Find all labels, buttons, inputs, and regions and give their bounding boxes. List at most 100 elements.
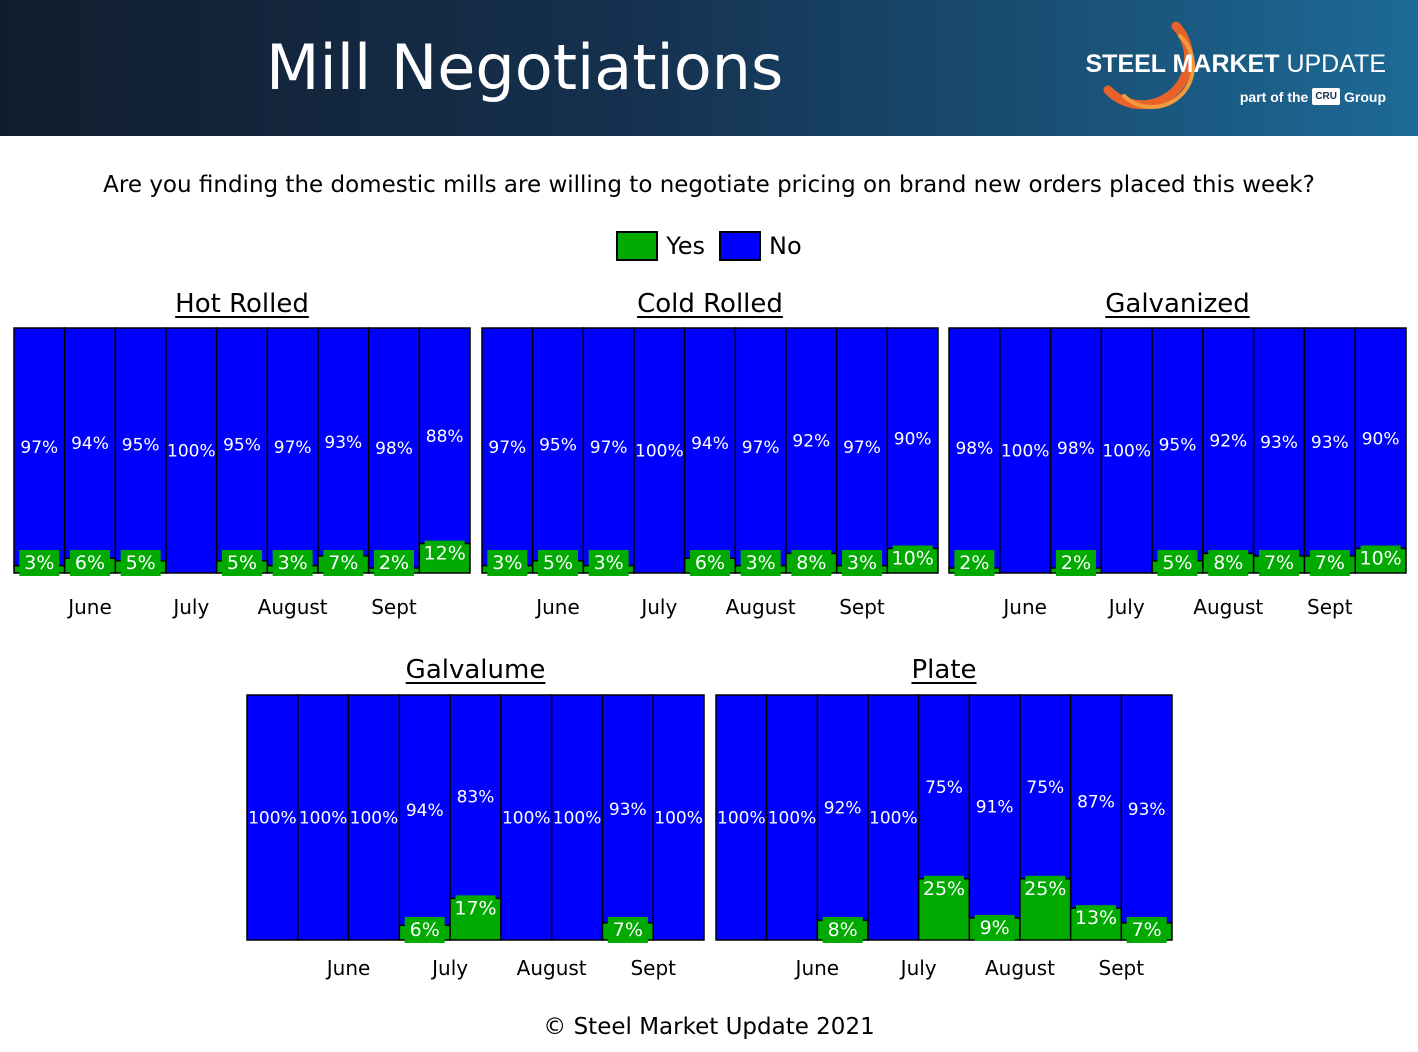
bar-no-segment [917, 694, 971, 880]
data-label-yes-box [740, 550, 781, 576]
data-label-no: 92% [1209, 432, 1247, 452]
chart-title: Plate [911, 655, 976, 685]
data-label-no: 93% [1311, 433, 1349, 453]
month-label: August [726, 595, 796, 619]
data-label-no: 100% [350, 809, 399, 829]
data-label-yes: 9% [980, 917, 1010, 939]
data-label-no: 100% [717, 809, 766, 829]
month-label: July [899, 956, 937, 980]
bar-no-segment [999, 327, 1052, 574]
data-label-no: 88% [426, 427, 464, 447]
data-label-yes: 2% [1061, 552, 1091, 574]
month-label: August [1193, 595, 1263, 619]
bar-no-segment [867, 694, 920, 941]
logo-name-rest: UPDATE [1279, 50, 1386, 78]
bar-no-segment [347, 694, 401, 941]
bar-no-segment [601, 694, 654, 924]
month-label: June [325, 956, 371, 980]
data-label-no: 75% [925, 778, 963, 798]
month-label: August [258, 595, 328, 619]
data-label-yes: 12% [424, 543, 466, 565]
data-label-yes: 6% [75, 552, 105, 574]
data-label-yes-box [1360, 545, 1401, 572]
page-title: Mill Negotiations [266, 31, 784, 104]
legend-label-no: No [769, 232, 802, 260]
data-label-no: 100% [768, 809, 817, 829]
bar-no-segment [114, 327, 167, 562]
data-label-yes-box [690, 550, 730, 576]
data-label-no: 97% [843, 438, 881, 458]
data-label-no: 98% [375, 439, 413, 459]
survey-question: Are you finding the domestic mills are w… [103, 172, 1315, 198]
bar-no-segment [765, 694, 819, 941]
month-label: July [639, 595, 677, 619]
bar-no-segment [1151, 327, 1204, 562]
data-label-yes: 10% [892, 548, 934, 570]
data-label-yes: 8% [1213, 552, 1243, 574]
bar-no-segment [816, 694, 869, 922]
data-label-no: 93% [324, 433, 362, 453]
month-label: Sept [371, 595, 417, 619]
bar-no-segment [715, 694, 768, 941]
data-label-no: 100% [167, 442, 216, 462]
bar-no-segment [246, 694, 299, 941]
bar-no-segment [500, 694, 553, 941]
bar-no-segment [1120, 694, 1173, 924]
data-label-yes-box [1157, 550, 1198, 576]
data-label-no: 100% [869, 809, 918, 829]
data-label-no: 100% [299, 809, 348, 829]
month-label: August [517, 956, 587, 980]
month-label: August [985, 956, 1055, 980]
data-label-no: 95% [1159, 435, 1197, 455]
data-label-yes-box [1309, 550, 1350, 576]
bar-no-segment [1019, 694, 1072, 880]
data-label-no: 97% [274, 438, 312, 458]
chart-title: Cold Rolled [637, 289, 783, 319]
bar-no-segment [418, 327, 471, 545]
data-label-yes-box [1208, 550, 1249, 576]
bar-no-segment [215, 327, 269, 562]
data-label-no: 92% [824, 799, 862, 819]
bar-no-segment [734, 327, 787, 567]
legend-label-yes: Yes [666, 232, 706, 260]
data-label-yes: 3% [847, 552, 877, 574]
month-label: July [171, 595, 209, 619]
data-label-no: 87% [1077, 793, 1115, 813]
data-label-yes: 3% [746, 552, 776, 574]
bar-no-segment [948, 327, 1001, 569]
data-label-no: 93% [1260, 433, 1298, 453]
data-label-no: 100% [553, 809, 602, 829]
data-label-yes: 5% [227, 552, 257, 574]
month-label: June [534, 595, 580, 619]
data-label-no: 94% [691, 434, 729, 454]
data-label-yes: 6% [695, 552, 725, 574]
data-label-no: 100% [1001, 442, 1050, 462]
data-label-yes-box [1259, 550, 1300, 576]
data-label-yes-box [222, 550, 262, 576]
data-label-no: 98% [1057, 439, 1095, 459]
data-label-yes-box [404, 917, 445, 943]
data-label-yes-box [892, 545, 933, 572]
data-label-yes: 5% [126, 552, 156, 574]
logo-group: Group [1344, 88, 1386, 105]
data-label-yes-box [924, 875, 964, 902]
header-banner: Mill Negotiations STEEL MARKET UPDATE pa… [0, 0, 1418, 136]
bar-no-segment [367, 327, 421, 569]
data-label-yes-box [1055, 550, 1096, 576]
bar-no-segment [297, 694, 350, 941]
data-label-yes-box [19, 550, 60, 576]
data-label-yes: 7% [1132, 919, 1162, 941]
data-label-yes: 2% [379, 552, 409, 574]
bar-no-segment [531, 327, 585, 562]
month-label: Sept [839, 595, 885, 619]
month-label: June [66, 595, 112, 619]
data-label-no: 93% [1128, 800, 1166, 820]
data-label-yes-box [487, 550, 528, 576]
logo-part-of: part of the [1239, 88, 1309, 105]
legend-swatch-yes [616, 231, 659, 261]
bar-no-segment [1252, 327, 1306, 557]
data-label-yes-box [954, 550, 995, 576]
data-label-no: 94% [406, 801, 444, 821]
data-label-yes-box [1025, 875, 1066, 902]
data-label-yes: 25% [923, 878, 965, 900]
